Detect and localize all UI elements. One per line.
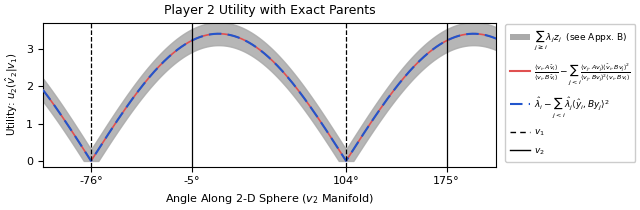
- X-axis label: Angle Along 2-D Sphere ($v_2$ Manifold): Angle Along 2-D Sphere ($v_2$ Manifold): [165, 192, 374, 206]
- Title: Player 2 Utility with Exact Parents: Player 2 Utility with Exact Parents: [164, 4, 375, 17]
- Legend: $\sum_{j \geq i} \lambda_j z_j$  (see Appx. B), $\frac{\langle v_i, A\hat{v}_i \: $\sum_{j \geq i} \lambda_j z_j$ (see App…: [505, 24, 636, 161]
- Y-axis label: Utility: $u_2(\hat{v}_2 | v_1)$: Utility: $u_2(\hat{v}_2 | v_1)$: [4, 53, 20, 136]
